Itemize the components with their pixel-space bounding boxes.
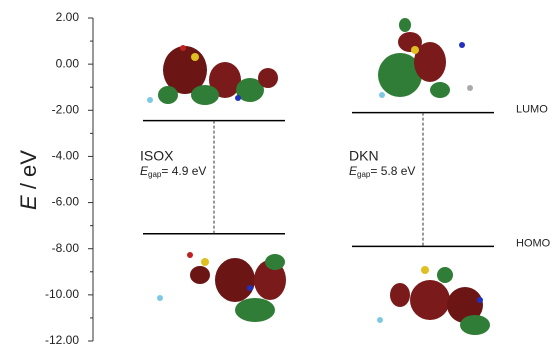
y-tick-label: -2.00 [52,102,80,116]
gap-value: = 5.8 eV [370,164,415,178]
y-tick-label: -12.00 [45,333,79,345]
molecule-name: DKN [349,148,379,164]
y-axis-symbol: E [16,195,41,210]
level-label: LUMO [516,103,548,115]
gap-label: Egap= 4.9 eV [140,164,206,179]
y-axis-unit: / eV [16,150,41,189]
molecule-name: ISOX [140,148,174,164]
gap-subscript: gap [148,170,162,179]
y-tick-label: 2.00 [56,10,80,24]
y-axis-label: E / eV [16,150,41,210]
gap-value: = 4.9 eV [161,164,206,178]
gap-subscript: gap [357,170,371,179]
y-tick-label: 0.00 [56,56,80,70]
level-label: HOMO [516,237,551,249]
gap-label: Egap= 5.8 eV [349,164,415,179]
y-tick-label: -6.00 [52,195,80,209]
y-tick-label: -8.00 [52,241,80,255]
chart: E / eV 2.00 0.00 -2.00 -4.00 -6.00 -8.00 -10.0… [0,0,558,345]
y-tick-label: -4.00 [52,149,80,163]
y-tick-label: -10.00 [45,287,79,301]
